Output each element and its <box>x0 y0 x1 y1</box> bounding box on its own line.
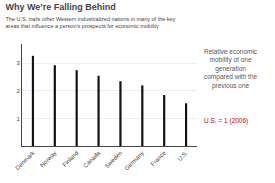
svg-text:The U.S. trails other Western: The U.S. trails other Western industrial… <box>6 16 176 29</box>
svg-text:Denmark: Denmark <box>14 149 36 171</box>
svg-text:Why We’re Falling Behind: Why We’re Falling Behind <box>6 2 116 12</box>
svg-text:3: 3 <box>16 60 20 66</box>
svg-text:Relative economicmobility of o: Relative economicmobility of onegenerati… <box>204 48 258 90</box>
svg-text:Canada: Canada <box>82 149 102 169</box>
svg-text:U.S.: U.S. <box>176 150 189 163</box>
svg-text:U.S. = 1 (2006): U.S. = 1 (2006) <box>204 117 248 125</box>
svg-text:Finland: Finland <box>61 150 79 168</box>
svg-text:Norway: Norway <box>39 150 58 169</box>
svg-text:Germany: Germany <box>123 150 145 172</box>
svg-text:Sweden: Sweden <box>104 150 124 170</box>
svg-text:1: 1 <box>16 116 20 122</box>
svg-text:2: 2 <box>16 88 20 94</box>
svg-text:France: France <box>150 149 168 167</box>
